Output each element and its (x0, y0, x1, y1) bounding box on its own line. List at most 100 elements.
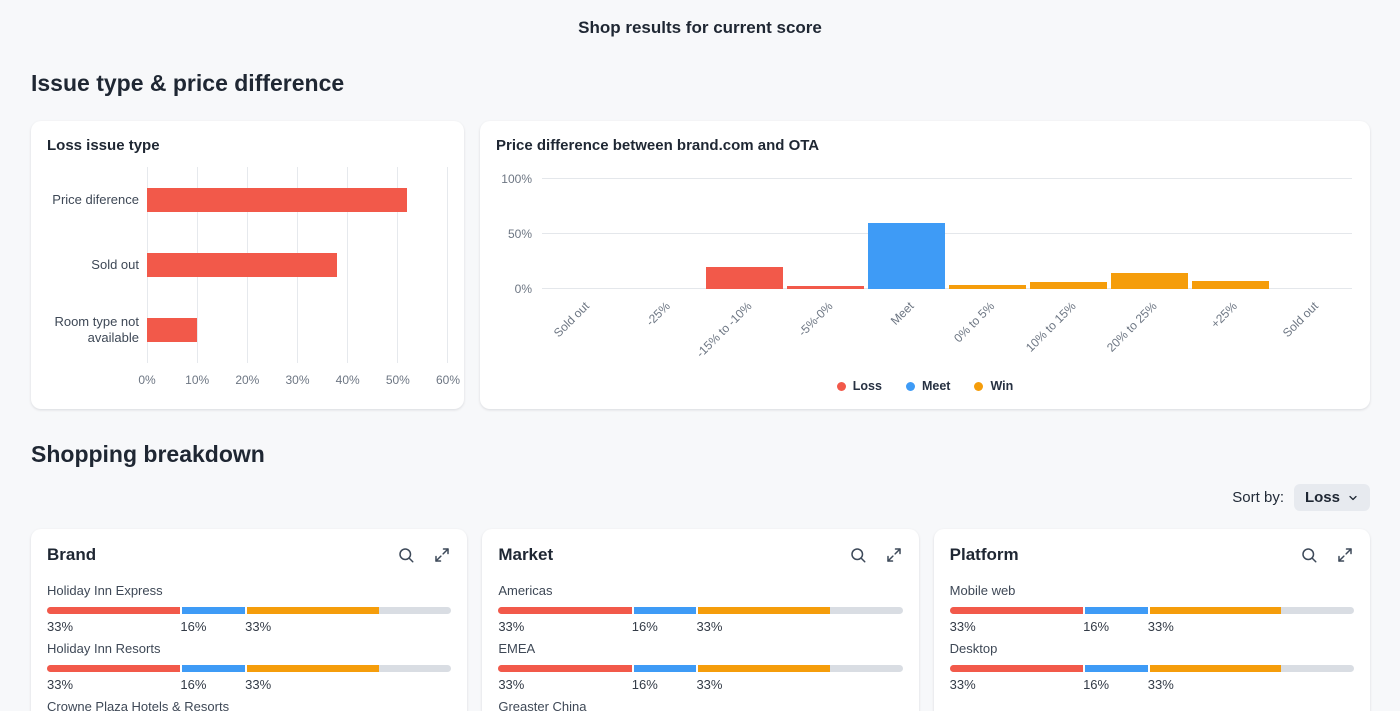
bar-segment (696, 607, 830, 614)
bar-segment (631, 665, 697, 672)
charts-row: Loss issue type Price diference Sold out R… (31, 121, 1370, 409)
card-title: Platform (949, 545, 1019, 564)
item-label: Greaster China (498, 699, 587, 711)
category-label: Sold out (551, 299, 593, 341)
bar-segment (245, 665, 379, 672)
bar-slot (623, 179, 704, 289)
category-label: -25% (643, 299, 674, 329)
item-label: Americas (498, 583, 553, 598)
card-header: Brand (47, 545, 451, 565)
legend-label: Win (990, 379, 1014, 393)
legend-item: Win (974, 379, 1013, 393)
gridline: 100% (501, 172, 1352, 186)
bar-slot (542, 179, 623, 289)
percent-labels: 33% 16% 33% (498, 677, 902, 693)
bar-segment (949, 665, 1084, 672)
brand-card: Brand Holiday Inn Express 33% 16% 33% Holiday… (31, 529, 468, 711)
category-label: +25% (1208, 299, 1241, 331)
axis-tick-label: 0% (514, 281, 532, 296)
percent-label: 16% (1083, 619, 1110, 634)
percent-label: 33% (498, 619, 525, 634)
card-header-icons (397, 546, 451, 564)
percent-label: 16% (180, 677, 207, 692)
percent-label: 33% (47, 677, 74, 692)
shopping-section-heading: Shopping breakdown (31, 441, 265, 467)
bar (147, 187, 407, 212)
loss-issue-type-chart: Price diference Sold out Room type not ava… (47, 167, 460, 389)
issue-section-heading: Issue type & price difference (31, 70, 345, 96)
market-card: Market Americas 33% 16% 33% EMEA 33% 16% 33% Grea… (482, 529, 919, 711)
bar (949, 284, 1026, 289)
search-icon[interactable] (849, 546, 867, 564)
percent-label: 16% (631, 619, 658, 634)
chevron-down-icon (1349, 495, 1357, 500)
stacked-bar (498, 665, 903, 672)
plot-area: 0% 50% 100% (501, 172, 1352, 296)
axis-tick-label: 0% (138, 373, 156, 387)
legend-item: Meet (905, 379, 950, 393)
bars (542, 179, 1352, 289)
list-item: Holiday Inn Resorts 33% 16% 33% (47, 641, 452, 693)
bar (147, 318, 197, 343)
bar (1030, 282, 1107, 289)
bar-row (147, 232, 447, 297)
bar-slot (1028, 179, 1109, 289)
bar-segment (47, 607, 181, 614)
axis-tick-label: 50% (507, 226, 532, 241)
percent-label: 33% (696, 619, 723, 634)
bar-segment (498, 607, 632, 614)
bar-slot (1190, 179, 1271, 289)
sort-by-label: Sort by: (1232, 489, 1284, 506)
legend-dot (974, 381, 984, 391)
expand-icon[interactable] (1336, 546, 1354, 564)
category-label: 10% to 15% (1022, 299, 1079, 355)
gridline: 0% (515, 282, 1352, 296)
bar-segment (245, 607, 379, 614)
search-icon[interactable] (397, 546, 415, 564)
sort-row: Sort by: Loss (31, 484, 1370, 511)
bar-slot (1271, 179, 1352, 289)
bar-row (147, 167, 447, 232)
search-icon[interactable] (1300, 546, 1318, 564)
category-label: 20% to 25% (1103, 299, 1160, 355)
percent-label: 33% (498, 677, 525, 692)
bar-segment (631, 607, 697, 614)
item-label: Holiday Inn Express (47, 583, 163, 598)
stacked-bar (498, 607, 903, 614)
category-label: Meet (887, 299, 917, 328)
percent-labels: 33% 16% 33% (498, 619, 902, 635)
bar-segment (498, 665, 632, 672)
bar-slot (785, 179, 866, 289)
percent-labels: 33% 16% 33% (47, 619, 451, 635)
bar-segment (180, 607, 246, 614)
chart-legend: Loss Meet Win (496, 379, 1354, 393)
breakdown-cards-row: Brand Holiday Inn Express 33% 16% 33% Holiday… (31, 529, 1370, 711)
list-item: Holiday Inn Express 33% 16% 33% (47, 583, 452, 635)
list-item: Mobile web 33% 16% 33% (949, 583, 1354, 635)
percent-label: 33% (245, 677, 272, 692)
percent-label: 33% (47, 619, 74, 634)
bar-segment (1147, 665, 1282, 672)
bar-segment (696, 665, 830, 672)
bar-segment (1083, 607, 1148, 614)
expand-icon[interactable] (433, 546, 451, 564)
legend-item: Loss (836, 379, 882, 393)
loss-issue-type-card: Loss issue type Price diference Sold out R… (31, 121, 464, 409)
percent-labels: 33% 16% 33% (950, 619, 1354, 635)
axis-tick-label: 50% (385, 373, 410, 387)
bar-segment (47, 665, 181, 672)
page-title: Shop results for current score (578, 18, 822, 37)
axis-tick-label: 20% (235, 373, 260, 387)
sort-dropdown[interactable]: Loss (1293, 484, 1370, 511)
price-difference-card: Price difference between brand.com and O… (480, 121, 1370, 409)
card-title: Market (498, 545, 554, 564)
percent-label: 33% (1147, 619, 1174, 634)
bar-segment (1083, 665, 1148, 672)
stacked-bar (47, 665, 452, 672)
axis-tick-label: 40% (335, 373, 360, 387)
card-header: Platform (950, 545, 1354, 565)
category-label: 0% to 5% (951, 299, 998, 346)
expand-icon[interactable] (885, 546, 903, 564)
